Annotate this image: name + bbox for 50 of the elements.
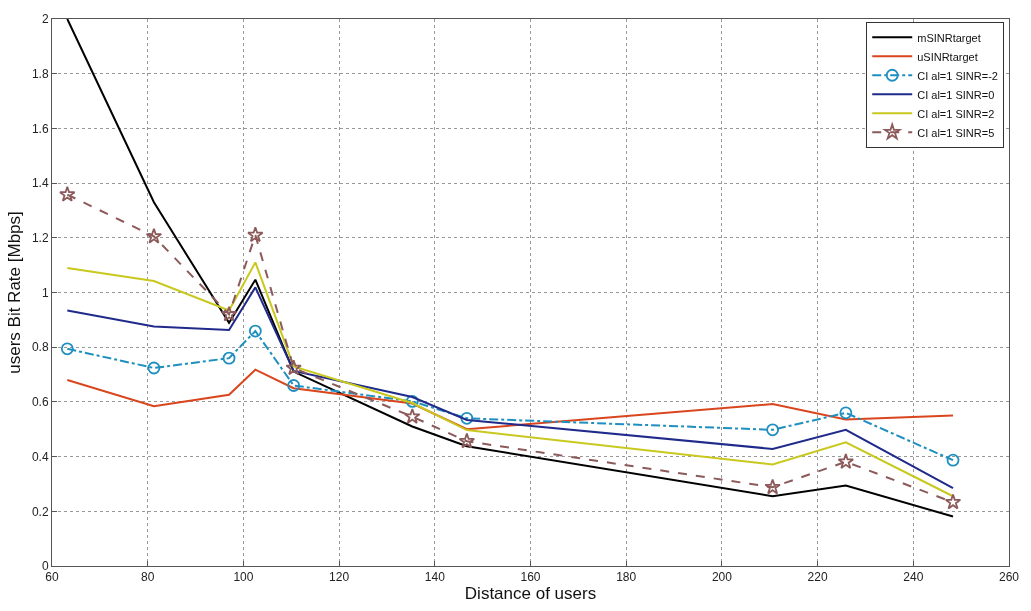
legend-label: mSINRtarget [917, 31, 981, 44]
point [59, 185, 76, 202]
point [147, 361, 161, 375]
legend-label: CI al=1 SINR=2 [917, 107, 995, 120]
legend-label: uSINRtarget [917, 50, 978, 63]
point [839, 406, 853, 420]
y-tick-label: 0.2 [31, 504, 49, 519]
point [460, 411, 474, 425]
y-tick-label: 0.8 [31, 340, 49, 355]
y-tick-label: 1.4 [31, 176, 49, 191]
x-tick-label: 260 [998, 570, 1020, 585]
y-tick-label: 1.8 [31, 66, 49, 81]
line-series [66, 368, 955, 431]
point [404, 408, 421, 424]
point [458, 432, 476, 449]
point [222, 351, 236, 365]
point [145, 227, 163, 244]
x-axis-title: Distance of users [464, 584, 597, 604]
y-tick-label: 1.2 [31, 231, 49, 245]
x-tick-label: 200 [711, 570, 733, 585]
point [285, 359, 302, 376]
point [247, 226, 264, 243]
y-axis-title: users Bit Rate [Mbps] [5, 211, 25, 374]
point [764, 478, 781, 495]
y-tick-label: 2 [41, 12, 49, 27]
x-tick-label: 180 [616, 570, 637, 585]
y-tick-label: 1.6 [31, 121, 49, 136]
legend-label: CI al=1 SINR=5 [917, 126, 995, 139]
point [287, 379, 301, 392]
point [248, 324, 262, 338]
legend-label: CI al=1 SINR=0 [917, 88, 995, 101]
x-tick-label: 240 [903, 570, 924, 585]
x-tick-label: 160 [520, 570, 541, 585]
x-tick-label: 60 [45, 570, 59, 585]
y-tick-label: 0.4 [31, 449, 49, 464]
x-tick-label: 140 [424, 570, 446, 585]
point [220, 305, 238, 322]
x-tick-label: 120 [329, 570, 350, 585]
point [946, 453, 960, 467]
x-tick-label: 80 [141, 570, 155, 585]
x-tick-label: 220 [807, 570, 828, 585]
point [837, 453, 855, 469]
y-tick-label: 1 [41, 285, 49, 300]
point [60, 342, 74, 356]
x-tick-label: 100 [233, 570, 254, 585]
y-tick-label: 0.6 [31, 395, 49, 410]
point [405, 394, 419, 408]
point [766, 423, 780, 437]
legend-label: CI al=1 SINR=-2 [917, 69, 998, 82]
point [944, 493, 962, 510]
